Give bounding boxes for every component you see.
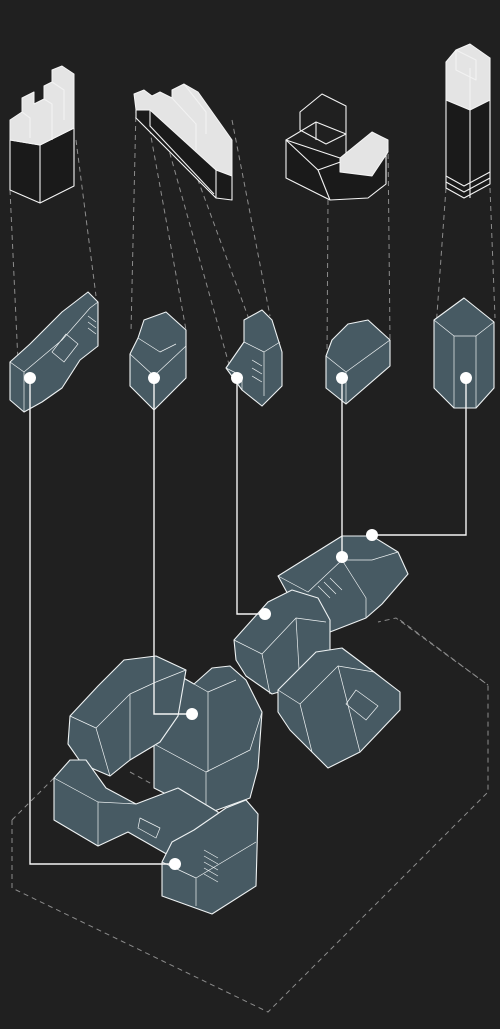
callout-dot-block-2-bottom (186, 708, 198, 720)
callout-dot-block-3-top (231, 372, 243, 384)
callout-dot-block-3-bottom (259, 608, 271, 620)
footprint-block-5 (433, 297, 495, 409)
building-mass-3 (285, 93, 389, 201)
building-mass-2 (133, 83, 233, 201)
callout-dot-block-2-top (148, 372, 160, 384)
callout-markers (24, 372, 472, 870)
callout-dot-block-5-top (460, 372, 472, 384)
footprint-block-2 (129, 311, 187, 411)
callout-dot-block-4-bottom (336, 551, 348, 563)
footprint-block-3 (225, 309, 283, 407)
callout-dot-block-5-bottom (366, 529, 378, 541)
assembled-complex (53, 535, 409, 915)
callout-dot-block-1-bottom (169, 858, 181, 870)
leader-lines (29, 378, 467, 865)
footprint-block-4 (325, 319, 391, 405)
building-mass-4 (445, 43, 491, 199)
projection-guides (9, 107, 496, 1013)
footprint-block-1 (9, 291, 99, 413)
callout-dot-block-4-top (336, 372, 348, 384)
building-mass-1 (9, 65, 75, 204)
callout-dot-block-1-top (24, 372, 36, 384)
